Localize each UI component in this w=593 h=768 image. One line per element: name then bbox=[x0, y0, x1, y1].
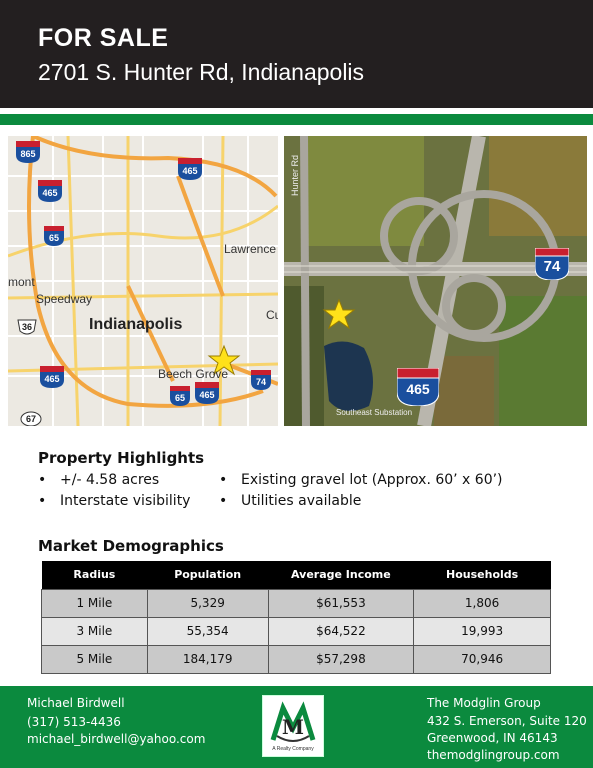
highlight-visibility: Interstate visibility bbox=[38, 493, 191, 509]
logo-tagline: A Realty Company bbox=[272, 746, 314, 752]
lawrence-label: Lawrence bbox=[224, 242, 277, 256]
aerial-photo: 74 465 Hunter Rd Southeast Substation bbox=[284, 136, 587, 426]
interstate-65-shield-icon: 65 bbox=[170, 386, 190, 406]
highlight-gravel-lot: Existing gravel lot (Approx. 60’ x 60’) bbox=[219, 472, 502, 488]
property-address: 2701 S. Hunter Rd, Indianapolis bbox=[38, 59, 365, 85]
demographics-table: Radius Population Average Income Househo… bbox=[41, 561, 551, 674]
property-highlights-heading: Property Highlights bbox=[38, 449, 205, 467]
company-city: Greenwood, IN 46143 bbox=[427, 731, 558, 745]
market-demographics-heading: Market Demographics bbox=[38, 537, 224, 555]
table-cell: $64,522 bbox=[267, 616, 415, 646]
logo-letter: M bbox=[281, 715, 305, 739]
table-row: 1 Mile 5,329 $61,553 1,806 bbox=[41, 588, 551, 618]
contact-email[interactable]: michael_birdwell@yahoo.com bbox=[27, 732, 206, 746]
mont-label: mont bbox=[8, 275, 35, 289]
interstate-865-shield-icon: 865 bbox=[16, 141, 40, 163]
footer: Michael Birdwell (317) 513-4436 michael_… bbox=[0, 686, 593, 768]
substation-label: Southeast Substation bbox=[336, 408, 413, 417]
modglin-logo: M A Realty Company bbox=[262, 695, 324, 757]
table-cell: 1 Mile bbox=[41, 588, 148, 618]
table-row: 3 Mile 55,354 $64,522 19,993 bbox=[41, 616, 551, 646]
green-divider bbox=[0, 114, 593, 125]
hunter-road-label: Hunter Rd bbox=[290, 154, 300, 196]
interstate-465-shield-icon: 465 bbox=[397, 368, 439, 406]
interstate-74-shield-icon: 74 bbox=[535, 248, 569, 280]
company-street: 432 S. Emerson, Suite 120 bbox=[427, 714, 587, 728]
beech-grove-label: Beech Grove bbox=[158, 367, 229, 381]
header-banner: FOR SALE 2701 S. Hunter Rd, Indianapolis bbox=[0, 0, 593, 108]
table-cell: 19,993 bbox=[413, 616, 551, 646]
table-cell: 55,354 bbox=[146, 616, 269, 646]
table-cell: 1,806 bbox=[413, 588, 551, 618]
us-36-shield-icon: 36 bbox=[16, 319, 38, 337]
interstate-74-shield-icon: 74 bbox=[251, 370, 271, 390]
table-cell: 70,946 bbox=[413, 644, 551, 674]
interstate-465-shield-icon: 465 bbox=[178, 158, 202, 180]
column-header: Population bbox=[147, 561, 269, 589]
table-cell: $61,553 bbox=[267, 588, 415, 618]
contact-phone[interactable]: (317) 513-4436 bbox=[27, 715, 121, 729]
column-header: Average Income bbox=[268, 561, 414, 589]
contact-name: Michael Birdwell bbox=[27, 696, 125, 710]
interstate-465-shield-icon: 465 bbox=[38, 180, 62, 202]
column-header: Households bbox=[413, 561, 551, 589]
interstate-65-shield-icon: 65 bbox=[44, 226, 64, 246]
street-map: 865 465 465 65 36 465 65 465 74 67 Lawre… bbox=[8, 136, 278, 426]
interstate-465-shield-icon: 465 bbox=[40, 366, 64, 388]
highlight-acres: +/- 4.58 acres bbox=[38, 472, 159, 488]
interstate-465-shield-icon: 465 bbox=[195, 382, 219, 404]
modglin-logo-icon bbox=[269, 701, 317, 742]
state-67-shield-icon: 67 bbox=[20, 410, 42, 426]
table-cell: $57,298 bbox=[267, 644, 415, 674]
table-row: 5 Mile 184,179 $57,298 70,946 bbox=[41, 644, 551, 674]
indianapolis-label: Indianapolis bbox=[89, 316, 183, 333]
column-header: Radius bbox=[41, 561, 148, 589]
speedway-label: Speedway bbox=[36, 292, 93, 306]
cu-label: Cu bbox=[266, 308, 278, 322]
table-header-row: Radius Population Average Income Househo… bbox=[41, 561, 551, 589]
company-website[interactable]: themodglingroup.com bbox=[427, 748, 560, 762]
table-cell: 184,179 bbox=[146, 644, 269, 674]
highlight-utilities: Utilities available bbox=[219, 493, 361, 509]
table-cell: 5 Mile bbox=[41, 644, 148, 674]
company-name: The Modglin Group bbox=[427, 696, 541, 710]
listing-status: FOR SALE bbox=[38, 24, 169, 52]
table-cell: 5,329 bbox=[146, 588, 269, 618]
table-cell: 3 Mile bbox=[41, 616, 148, 646]
